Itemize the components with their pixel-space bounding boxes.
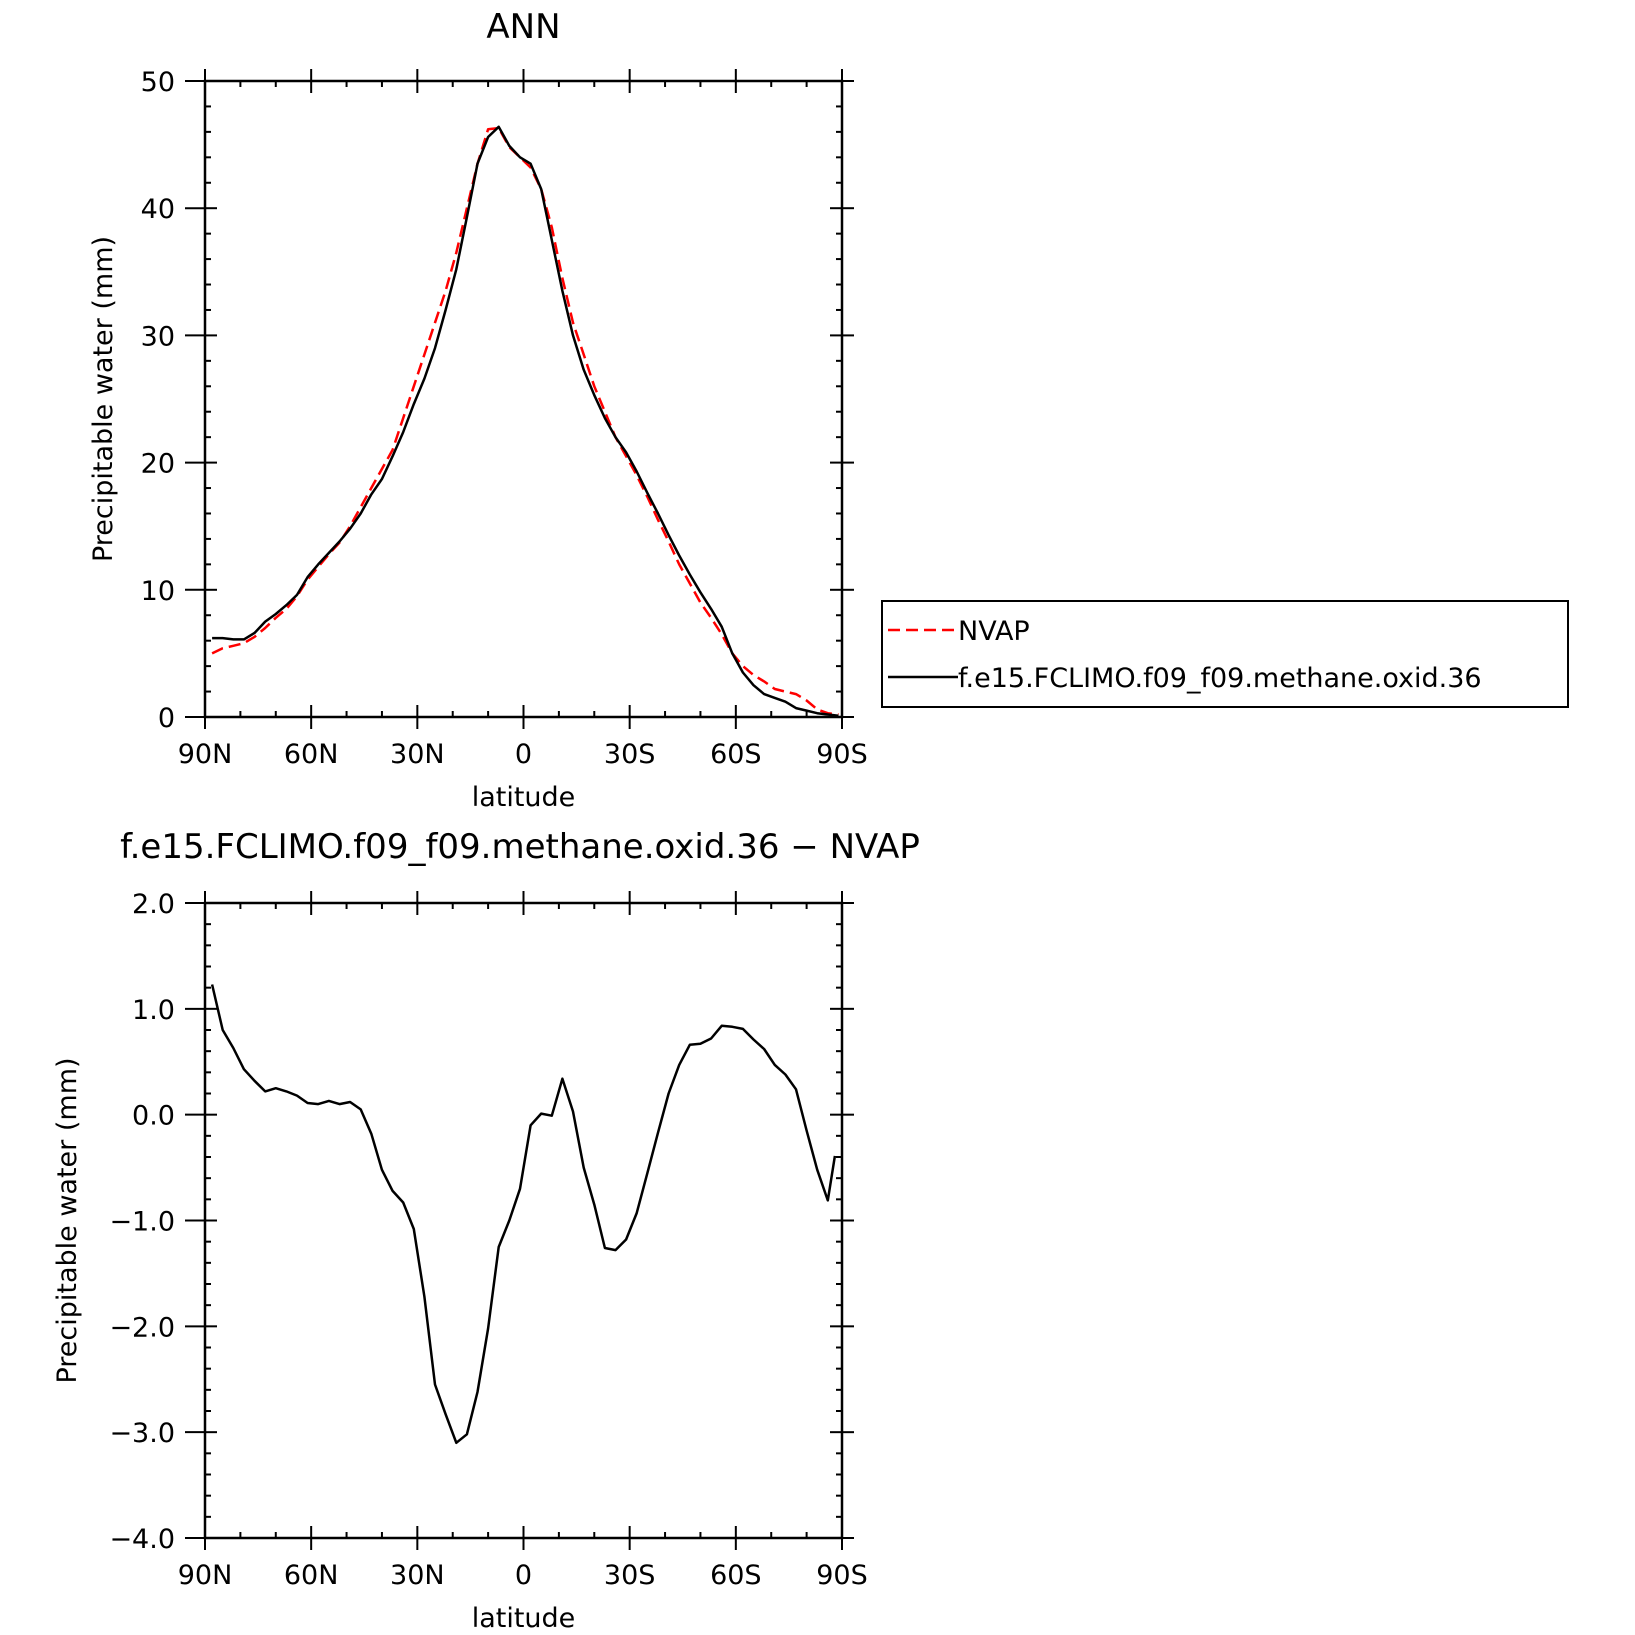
x-tick-label: 30N <box>390 739 445 770</box>
series-line-diff-0 <box>210 984 837 1445</box>
x-tick-label: 60S <box>710 739 762 770</box>
chart-bottom: f.e15.FCLIMO.f09_f09.methane.oxid.36 − N… <box>52 827 920 1634</box>
x-tick-label: 30S <box>604 1560 656 1591</box>
legend: NVAP f.e15.FCLIMO.f09_f09.methane.oxid.36 <box>881 600 1569 708</box>
y-tick-label: 2.0 <box>132 889 175 920</box>
x-tick-label: 60N <box>284 739 339 770</box>
y-axis: 0 10 20 30 40 50 <box>141 67 854 734</box>
x-tick-label: 90N <box>178 1560 233 1591</box>
x-axis: 90N 60N 30N 0 30S 60S 90S <box>178 891 868 1591</box>
chart-title: f.e15.FCLIMO.f09_f09.methane.oxid.36 − N… <box>120 827 920 867</box>
y-tick-label: 30 <box>141 321 175 352</box>
legend-label: NVAP <box>958 616 1030 647</box>
y-axis-label: Precipitable water (mm) <box>88 236 119 562</box>
x-tick-label: 60S <box>710 1560 762 1591</box>
y-tick-label: −1.0 <box>109 1207 175 1238</box>
y-tick-label: 40 <box>141 194 175 225</box>
y-tick-label: −2.0 <box>109 1312 175 1343</box>
y-tick-label: 1.0 <box>132 995 175 1026</box>
y-tick-label: 0.0 <box>132 1101 175 1132</box>
y-tick-label: 0 <box>158 703 175 734</box>
chart-top: ANN 90N 60N 30N 0 30S 60S 90S latitude 0 10 20 30 40 5… <box>88 7 1569 813</box>
y-tick-label: −4.0 <box>109 1524 175 1555</box>
chart-title: ANN <box>486 7 560 47</box>
x-tick-label: 30N <box>390 1560 445 1591</box>
y-tick-label: 20 <box>141 449 175 480</box>
plot-frame <box>203 79 844 719</box>
series-line-f-e15-fclimo-f09-f09-methane-oxid-36 <box>212 125 839 717</box>
y-axis-label: Precipitable water (mm) <box>52 1057 83 1383</box>
x-tick-label: 0 <box>515 739 532 770</box>
x-tick-label: 90S <box>816 739 868 770</box>
y-tick-label: −3.0 <box>109 1418 175 1449</box>
legend-box <box>881 600 1569 708</box>
series-line-nvap <box>211 126 839 716</box>
x-tick-label: 30S <box>604 739 656 770</box>
x-axis-label: latitude <box>472 782 576 813</box>
x-axis-label: latitude <box>472 1603 576 1634</box>
legend-label: f.e15.FCLIMO.f09_f09.methane.oxid.36 <box>958 663 1482 694</box>
x-tick-label: 60N <box>284 1560 339 1591</box>
x-tick-label: 90S <box>816 1560 868 1591</box>
x-tick-label: 0 <box>515 1560 532 1591</box>
x-axis: 90N 60N 30N 0 30S 60S 90S <box>178 69 868 770</box>
y-tick-label: 10 <box>141 576 175 607</box>
y-axis: −4.0 −3.0 −2.0 −1.0 0.0 1.0 2.0 <box>109 889 854 1555</box>
x-tick-label: 90N <box>178 739 233 770</box>
plot-frame <box>203 901 844 1540</box>
y-tick-label: 50 <box>141 67 175 98</box>
